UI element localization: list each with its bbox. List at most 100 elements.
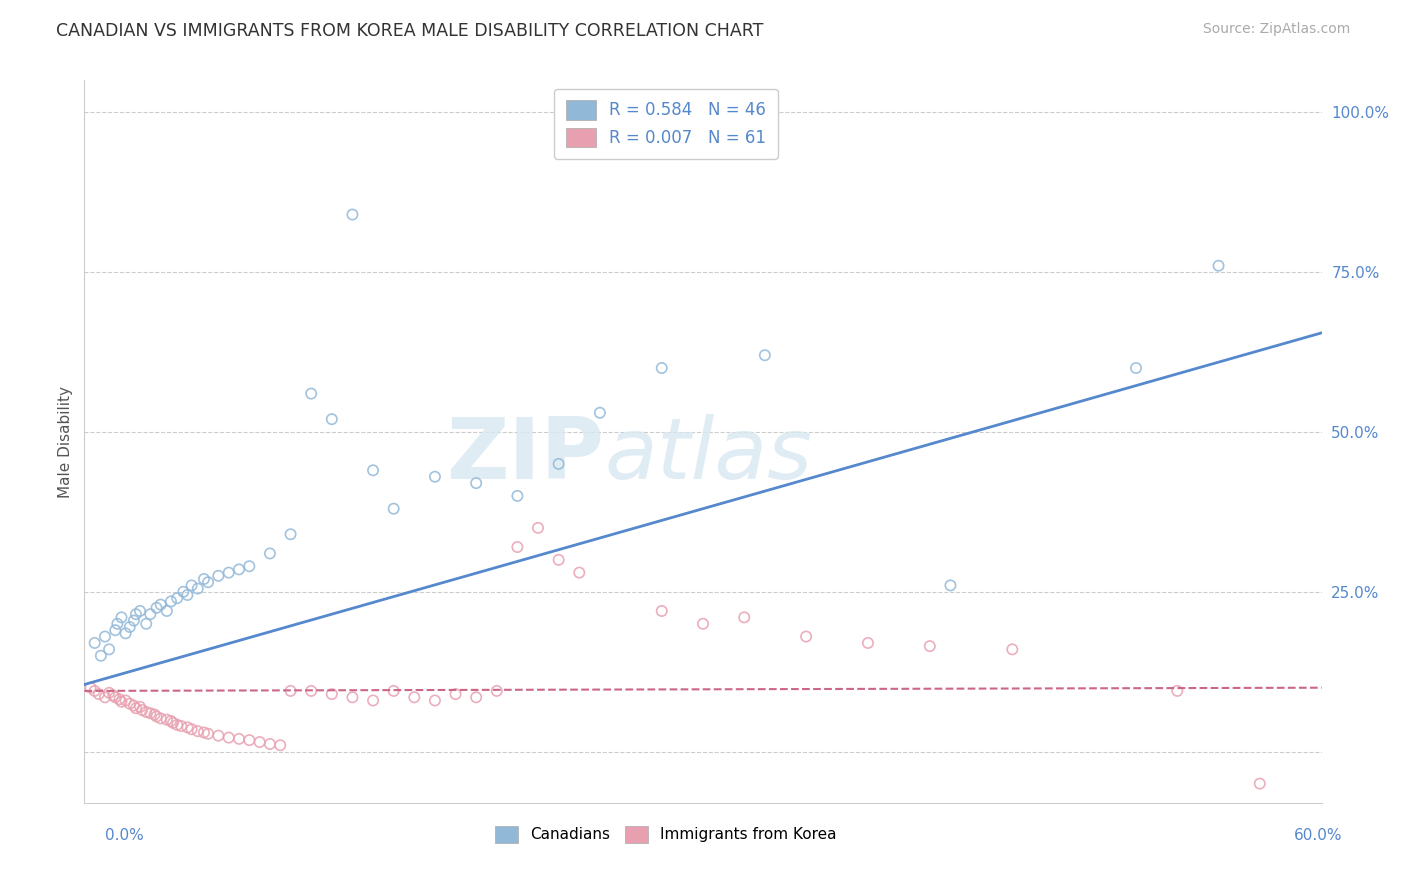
- Point: [193, 572, 215, 586]
- Point: [733, 610, 755, 624]
- Point: [269, 738, 291, 752]
- Point: [465, 690, 488, 705]
- Text: Source: ZipAtlas.com: Source: ZipAtlas.com: [1202, 22, 1350, 37]
- Point: [238, 559, 260, 574]
- Point: [187, 582, 209, 596]
- Point: [110, 610, 132, 624]
- Point: [1208, 259, 1230, 273]
- Point: [83, 636, 105, 650]
- Point: [918, 639, 941, 653]
- Point: [382, 684, 405, 698]
- Point: [118, 697, 141, 711]
- Point: [103, 689, 125, 703]
- Point: [166, 718, 188, 732]
- Point: [754, 348, 776, 362]
- Point: [187, 724, 209, 739]
- Point: [1125, 361, 1147, 376]
- Point: [259, 737, 281, 751]
- Y-axis label: Male Disability: Male Disability: [58, 385, 73, 498]
- Point: [218, 731, 240, 745]
- Point: [589, 406, 612, 420]
- Text: 0.0%: 0.0%: [105, 829, 145, 843]
- Point: [568, 566, 591, 580]
- Point: [166, 591, 188, 606]
- Point: [321, 412, 343, 426]
- Point: [939, 578, 962, 592]
- Point: [361, 693, 384, 707]
- Point: [299, 386, 322, 401]
- Point: [156, 713, 179, 727]
- Point: [228, 562, 250, 576]
- Point: [692, 616, 714, 631]
- Point: [114, 626, 136, 640]
- Point: [125, 607, 148, 622]
- Point: [321, 687, 343, 701]
- Point: [129, 604, 152, 618]
- Point: [79, 681, 101, 695]
- Point: [149, 598, 172, 612]
- Point: [506, 489, 529, 503]
- Point: [129, 699, 152, 714]
- Point: [404, 690, 426, 705]
- Point: [228, 731, 250, 746]
- Point: [342, 690, 364, 705]
- Point: [259, 546, 281, 560]
- Point: [1166, 684, 1188, 698]
- Point: [1249, 776, 1271, 790]
- Point: [135, 705, 157, 719]
- Point: [547, 553, 569, 567]
- Point: [105, 616, 128, 631]
- Point: [180, 723, 202, 737]
- Point: [122, 698, 145, 713]
- Point: [114, 693, 136, 707]
- Point: [172, 584, 194, 599]
- Point: [280, 684, 302, 698]
- Point: [125, 701, 148, 715]
- Point: [145, 600, 167, 615]
- Point: [139, 607, 162, 622]
- Point: [382, 501, 405, 516]
- Point: [143, 707, 166, 722]
- Point: [104, 690, 127, 705]
- Point: [197, 575, 219, 590]
- Point: [423, 693, 446, 707]
- Point: [249, 735, 271, 749]
- Text: ZIP: ZIP: [446, 415, 605, 498]
- Point: [180, 578, 202, 592]
- Point: [176, 720, 198, 734]
- Point: [170, 719, 193, 733]
- Point: [280, 527, 302, 541]
- Point: [122, 614, 145, 628]
- Point: [207, 569, 229, 583]
- Point: [342, 208, 364, 222]
- Point: [423, 469, 446, 483]
- Text: CANADIAN VS IMMIGRANTS FROM KOREA MALE DISABILITY CORRELATION CHART: CANADIAN VS IMMIGRANTS FROM KOREA MALE D…: [56, 22, 763, 40]
- Point: [238, 733, 260, 747]
- Point: [444, 687, 467, 701]
- Point: [94, 690, 117, 705]
- Point: [156, 604, 179, 618]
- Point: [193, 725, 215, 739]
- Point: [149, 711, 172, 725]
- Point: [506, 540, 529, 554]
- Point: [118, 620, 141, 634]
- Point: [527, 521, 550, 535]
- Text: 60.0%: 60.0%: [1295, 829, 1343, 843]
- Point: [104, 623, 127, 637]
- Point: [98, 686, 121, 700]
- Point: [87, 687, 110, 701]
- Point: [160, 714, 183, 728]
- Point: [465, 476, 488, 491]
- Legend: Canadians, Immigrants from Korea: Canadians, Immigrants from Korea: [489, 820, 844, 849]
- Point: [90, 648, 112, 663]
- Point: [856, 636, 879, 650]
- Point: [131, 703, 153, 717]
- Point: [139, 706, 162, 721]
- Text: atlas: atlas: [605, 415, 813, 498]
- Point: [94, 630, 117, 644]
- Point: [110, 695, 132, 709]
- Point: [98, 642, 121, 657]
- Point: [361, 463, 384, 477]
- Point: [197, 727, 219, 741]
- Point: [651, 604, 673, 618]
